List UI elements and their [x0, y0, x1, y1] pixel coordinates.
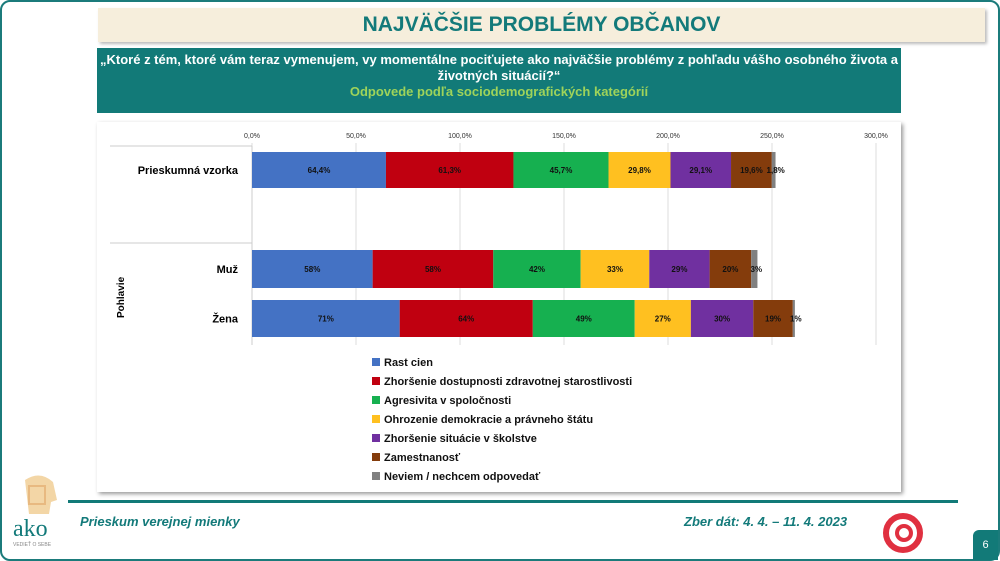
question-box: „Ktoré z tém, ktoré vám teraz vymenujem,…: [97, 48, 901, 113]
legend-swatch: [372, 396, 380, 404]
bar-segment: [649, 250, 710, 288]
swirl-logo: [883, 513, 923, 553]
data-label: 1%: [790, 315, 802, 324]
bar-segment: [580, 250, 650, 288]
legend-item: Neviem / nechcem odpovedať: [372, 471, 540, 483]
data-label: 19%: [765, 315, 781, 324]
data-label: 29,8%: [628, 166, 651, 175]
legend-swatch: [372, 472, 380, 480]
legend-label: Zhoršenie dostupnosti zdravotnej starost…: [384, 376, 633, 388]
bar-segment: [731, 152, 772, 188]
bar-segment: [709, 250, 752, 288]
legend-label: Zamestnanosť: [384, 452, 461, 464]
data-label: 3%: [751, 265, 763, 274]
data-label: 29,1%: [689, 166, 712, 175]
legend-swatch: [372, 358, 380, 366]
legend-item: Zhoršenie dostupnosti zdravotnej starost…: [372, 376, 632, 388]
legend-item: Zhoršenie situácie v školstve: [372, 433, 537, 445]
footer-left: Prieskum verejnej mienky: [80, 514, 240, 529]
bar-segment: [385, 152, 514, 188]
page-number: 6: [973, 530, 998, 560]
bar-segment: [532, 300, 635, 337]
bar-segment: [634, 300, 691, 337]
data-label: 64%: [458, 315, 474, 324]
legend-item: Zamestnanosť: [372, 452, 460, 464]
x-tick-label: 250,0%: [760, 133, 784, 140]
data-label: 61,3%: [438, 166, 461, 175]
data-label: 19,6%: [740, 166, 763, 175]
data-label: 1,8%: [767, 166, 785, 175]
legend-item: Ohrozenie demokracie a právneho štátu: [372, 414, 593, 426]
x-tick-label: 300,0%: [864, 133, 888, 140]
bar-segment: [252, 300, 400, 337]
legend-label: Neviem / nechcem odpovedať: [384, 471, 541, 483]
legend-label: Rast cien: [384, 357, 433, 369]
x-tick-label: 50,0%: [346, 133, 366, 140]
data-label: 30%: [714, 315, 730, 324]
bar-segment: [252, 152, 386, 188]
bar-segment: [372, 250, 494, 288]
bar-segment: [513, 152, 609, 188]
bar-segment: [493, 250, 581, 288]
data-label: 33%: [607, 265, 623, 274]
legend-label: Agresivita v spoločnosti: [384, 395, 512, 407]
data-label: 42%: [529, 265, 545, 274]
bar-segment: [252, 250, 373, 288]
legend-label: Zhoršenie situácie v školstve: [384, 433, 537, 445]
data-label: 49%: [576, 315, 592, 324]
legend-swatch: [372, 377, 380, 385]
x-tick-label: 100,0%: [448, 133, 472, 140]
data-label: 45,7%: [550, 166, 573, 175]
data-label: 58%: [425, 265, 441, 274]
bar-segment: [670, 152, 732, 188]
data-label: 71%: [318, 315, 334, 324]
legend-item: Rast cien: [372, 357, 433, 369]
group-label: Pohlavie: [116, 276, 127, 318]
bar-segment: [690, 300, 754, 337]
category-label: Žena: [212, 313, 239, 326]
x-tick-label: 150,0%: [552, 133, 576, 140]
x-tick-label: 0,0%: [244, 133, 260, 140]
legend-swatch: [372, 415, 380, 423]
question-subtitle: Odpovede podľa sociodemografických kateg…: [349, 84, 649, 99]
x-tick-label: 200,0%: [656, 133, 680, 140]
footer-divider: [68, 500, 958, 503]
data-label: 20%: [722, 265, 738, 274]
bar-segment: [771, 152, 776, 188]
bar-segment: [792, 300, 795, 337]
data-label: 29%: [671, 265, 687, 274]
category-label: Muž: [217, 264, 239, 276]
category-label: Prieskumná vzorka: [138, 165, 239, 177]
bar-segment: [399, 300, 533, 337]
bar-segment: [608, 152, 671, 188]
svg-text:VEDIEŤ O SEBE: VEDIEŤ O SEBE: [13, 540, 52, 548]
question-text: „Ktoré z tém, ktoré vám teraz vymenujem,…: [100, 52, 898, 83]
footer-date: Zber dát: 4. 4. – 11. 4. 2023: [684, 514, 848, 529]
ako-logo: ako VEDIEŤ O SEBE: [13, 475, 57, 548]
bar-segment: [751, 250, 758, 288]
legend-swatch: [372, 434, 380, 442]
legend-label: Ohrozenie demokracie a právneho štátu: [384, 414, 594, 426]
legend-item: Agresivita v spoločnosti: [372, 395, 511, 407]
legend-swatch: [372, 453, 380, 461]
data-label: 27%: [655, 315, 671, 324]
bar-segment: [753, 300, 793, 337]
svg-text:ako: ako: [13, 516, 48, 542]
data-label: 58%: [304, 265, 320, 274]
page-title: NAJVÄČŠIE PROBLÉMY OBČANOV: [98, 8, 985, 42]
data-label: 64,4%: [308, 166, 331, 175]
